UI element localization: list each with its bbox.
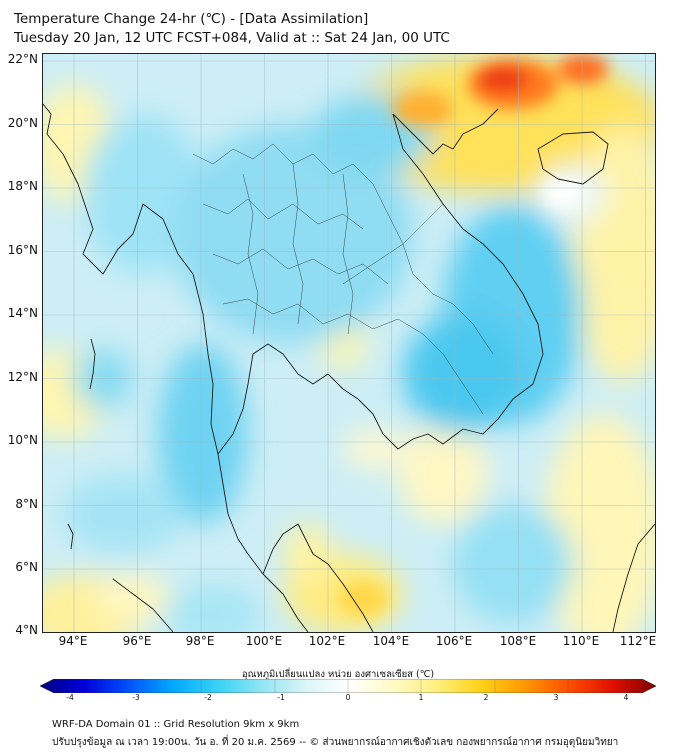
colorbar-label: อุณหภูมิเปลี่ยนแปลง หน่วย องศาเซลเซียส (… <box>241 669 435 680</box>
colorbar-tick: 4 <box>623 693 629 702</box>
lat-label-18: 18°N <box>7 179 38 193</box>
lat-label-4: 4°N <box>15 623 38 637</box>
lon-label-102: 102°E <box>308 634 346 648</box>
colorbar-tick: 3 <box>553 693 559 702</box>
lon-label-98: 98°E <box>185 634 215 648</box>
lon-label-96: 96°E <box>122 634 152 648</box>
lat-label-8: 8°N <box>15 497 38 511</box>
colorbar-tick: -2 <box>204 693 212 702</box>
lat-label-16: 16°N <box>7 243 38 257</box>
map-canvas <box>43 54 655 632</box>
lon-label-112: 112°E <box>619 634 657 648</box>
colorbar-tick: 2 <box>483 693 489 702</box>
lon-label-104: 104°E <box>372 634 410 648</box>
colorbar-tick: 0 <box>345 693 351 702</box>
colorbar-tick: -3 <box>132 693 140 702</box>
colorbar-tick: 1 <box>418 693 424 702</box>
lat-label-10: 10°N <box>7 433 38 447</box>
lat-label-6: 6°N <box>15 560 38 574</box>
temperature-change-map <box>42 53 656 633</box>
footer-credit: ปรับปรุงข้อมูล ณ เวลา 19:00น. วัน อ. ที่… <box>52 737 619 748</box>
lon-label-110: 110°E <box>562 634 600 648</box>
lon-label-94: 94°E <box>58 634 88 648</box>
lon-label-106: 106°E <box>435 634 473 648</box>
lat-label-12: 12°N <box>7 370 38 384</box>
colorbar-tick: -4 <box>66 693 74 702</box>
lat-label-22: 22°N <box>7 52 38 66</box>
map-subtitle: Tuesday 20 Jan, 12 UTC FCST+084, Valid a… <box>14 30 450 46</box>
map-title: Temperature Change 24-hr (℃) - [Data Ass… <box>14 11 369 27</box>
lat-label-14: 14°N <box>7 306 38 320</box>
colorbar <box>40 679 656 693</box>
lon-label-108: 108°E <box>499 634 537 648</box>
colorbar-tick: -1 <box>277 693 285 702</box>
lon-label-100: 100°E <box>245 634 283 648</box>
footer-model-info: WRF-DA Domain 01 :: Grid Resolution 9km … <box>52 719 300 730</box>
lat-label-20: 20°N <box>7 116 38 130</box>
